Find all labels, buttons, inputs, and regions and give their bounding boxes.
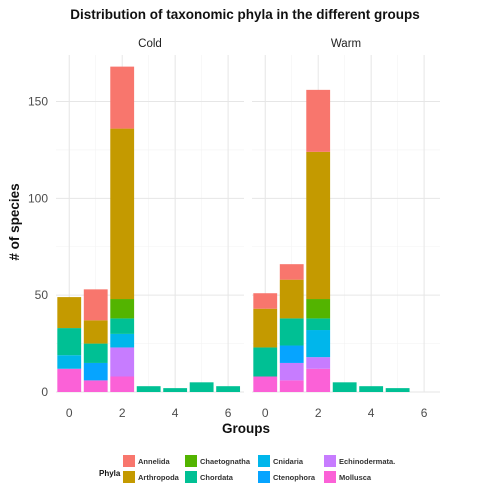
legend-label: Echinodermata.	[339, 457, 395, 466]
bar-segment	[189, 382, 214, 392]
x-tick-label: 6	[421, 406, 428, 420]
legend-swatch	[258, 471, 270, 483]
bar-segment	[306, 89, 331, 152]
bar-segment	[110, 333, 135, 348]
bar-segment	[306, 357, 331, 369]
bar-segment	[110, 128, 135, 300]
bar-segment	[57, 328, 82, 356]
x-tick-label: 2	[119, 406, 126, 420]
bar-segment	[306, 368, 331, 392]
bar-segment	[253, 347, 278, 377]
legend-label: Arthropoda	[138, 473, 180, 482]
x-tick-label: 2	[315, 406, 322, 420]
bar-segment	[83, 320, 108, 344]
panel-strip-label: Cold	[138, 38, 162, 50]
legend-item: Cnidaria	[258, 455, 304, 467]
bar-segment	[332, 382, 357, 392]
legend-title: Phyla	[99, 469, 121, 478]
bar-segment	[163, 388, 188, 392]
legend-label: Cnidaria	[273, 457, 304, 466]
bar-segment	[110, 318, 135, 334]
y-tick-label: 0	[41, 385, 48, 399]
legend-items: Annelida Arthropoda Chaetognatha Chordata Cn…	[123, 455, 395, 483]
panel-warm: Warm 0 2 4 6	[252, 38, 440, 420]
legend-swatch	[324, 471, 336, 483]
bar-segment	[216, 386, 241, 392]
bar-segment	[279, 264, 304, 280]
bar-segment	[110, 376, 135, 392]
bar-segment	[279, 345, 304, 363]
y-tick-label: 50	[35, 288, 49, 302]
bar-segment	[306, 318, 331, 331]
legend-label: Mollusca	[339, 473, 372, 482]
x-tick-label: 6	[225, 406, 232, 420]
bar-segment	[306, 299, 331, 319]
bar-segment	[306, 330, 331, 358]
legend-item: Chaetognatha	[185, 455, 251, 467]
legend-item: Chordata	[185, 471, 234, 483]
bar-segment	[253, 293, 278, 309]
bar-segment	[279, 279, 304, 319]
bar-segment	[306, 151, 331, 300]
legend-swatch	[123, 471, 135, 483]
bar-segment	[110, 299, 135, 319]
bar-segment	[110, 66, 135, 129]
bar-segment	[385, 388, 410, 392]
legend-swatch	[324, 455, 336, 467]
legend-item: Ctenophora	[258, 471, 316, 483]
y-tick-label: 100	[28, 191, 48, 205]
panel-cold: Cold 0 2 4 6	[56, 38, 244, 420]
bar-segment	[279, 362, 304, 381]
legend-label: Ctenophora	[273, 473, 316, 482]
x-tick-label: 0	[66, 406, 73, 420]
y-tick-label: 150	[28, 94, 48, 108]
panel-bars	[253, 89, 410, 392]
legend-item: Echinodermata.	[324, 455, 395, 467]
bar-segment	[110, 347, 135, 377]
bar-segment	[253, 376, 278, 392]
x-tick-label: 4	[172, 406, 179, 420]
bar-segment	[136, 386, 161, 392]
legend-swatch	[185, 455, 197, 467]
chart-title: Distribution of taxonomic phyla in the d…	[70, 7, 420, 22]
legend-label: Annelida	[138, 457, 170, 466]
legend-label: Chordata	[200, 473, 234, 482]
legend: Phyla Annelida Arthropoda Chaetognatha Chor…	[99, 455, 395, 483]
bar-segment	[83, 362, 108, 381]
bar-segment	[83, 289, 108, 321]
x-tick-label: 4	[368, 406, 375, 420]
bar-segment	[359, 386, 384, 392]
bar-segment	[57, 297, 82, 329]
bar-segment	[279, 318, 304, 346]
panel-strip-label: Warm	[331, 38, 361, 50]
legend-item: Mollusca	[324, 471, 372, 483]
y-axis-title: # of species	[7, 183, 22, 260]
legend-swatch	[258, 455, 270, 467]
legend-swatch	[123, 455, 135, 467]
panel-x-ticks: 0 2 4 6	[66, 406, 232, 420]
panel-x-ticks: 0 2 4 6	[262, 406, 428, 420]
legend-item: Annelida	[123, 455, 170, 467]
bar-segment	[253, 308, 278, 348]
legend-swatch	[185, 471, 197, 483]
x-tick-label: 0	[262, 406, 269, 420]
legend-label: Chaetognatha	[200, 457, 251, 466]
x-axis-title: Groups	[222, 421, 270, 436]
bar-segment	[83, 380, 108, 392]
y-axis-ticks: 0 50 100 150	[28, 94, 48, 399]
panel-bars	[57, 66, 241, 392]
bar-segment	[83, 343, 108, 363]
bar-segment	[57, 368, 82, 392]
bar-segment	[57, 355, 82, 369]
legend-item: Arthropoda	[123, 471, 180, 483]
bar-segment	[279, 380, 304, 392]
